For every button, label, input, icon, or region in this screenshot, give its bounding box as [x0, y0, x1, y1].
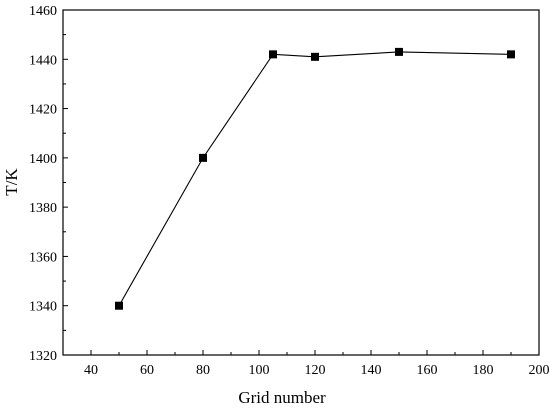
- y-tick-label: 1360: [29, 250, 57, 265]
- data-point-marker: [395, 47, 403, 56]
- x-tick-label: 40: [84, 363, 98, 378]
- y-axis-title: T/K: [2, 168, 21, 196]
- y-tick-label: 1400: [29, 152, 57, 167]
- x-tick-label: 200: [529, 363, 550, 378]
- x-tick-label: 120: [305, 363, 326, 378]
- x-axis-title: Grid number: [238, 388, 326, 407]
- plot-frame: [62, 9, 540, 356]
- series-layer: [115, 47, 515, 310]
- y-axis-ticks: 1320 1340 1360 1380 1400 1420 1440 1460: [29, 4, 68, 364]
- y-tick-label: 1440: [29, 53, 57, 68]
- series-line: [118, 51, 512, 306]
- x-tick-label: 60: [140, 363, 154, 378]
- data-point-marker: [507, 50, 515, 59]
- x-axis-ticks: 40 60 80 100 120 140 160 180 200: [84, 350, 550, 378]
- data-point-marker: [269, 50, 277, 59]
- x-tick-label: 100: [249, 363, 270, 378]
- data-point-marker: [311, 52, 319, 61]
- x-tick-label: 80: [196, 363, 210, 378]
- y-tick-label: 1320: [29, 349, 57, 364]
- y-tick-label: 1340: [29, 300, 57, 315]
- data-point-marker: [115, 301, 123, 310]
- data-point-marker: [199, 153, 207, 162]
- x-tick-label: 180: [473, 363, 494, 378]
- x-tick-label: 140: [361, 363, 382, 378]
- y-tick-label: 1380: [29, 201, 57, 216]
- y-tick-label: 1460: [29, 4, 57, 19]
- y-tick-label: 1420: [29, 103, 57, 118]
- x-tick-label: 160: [417, 363, 438, 378]
